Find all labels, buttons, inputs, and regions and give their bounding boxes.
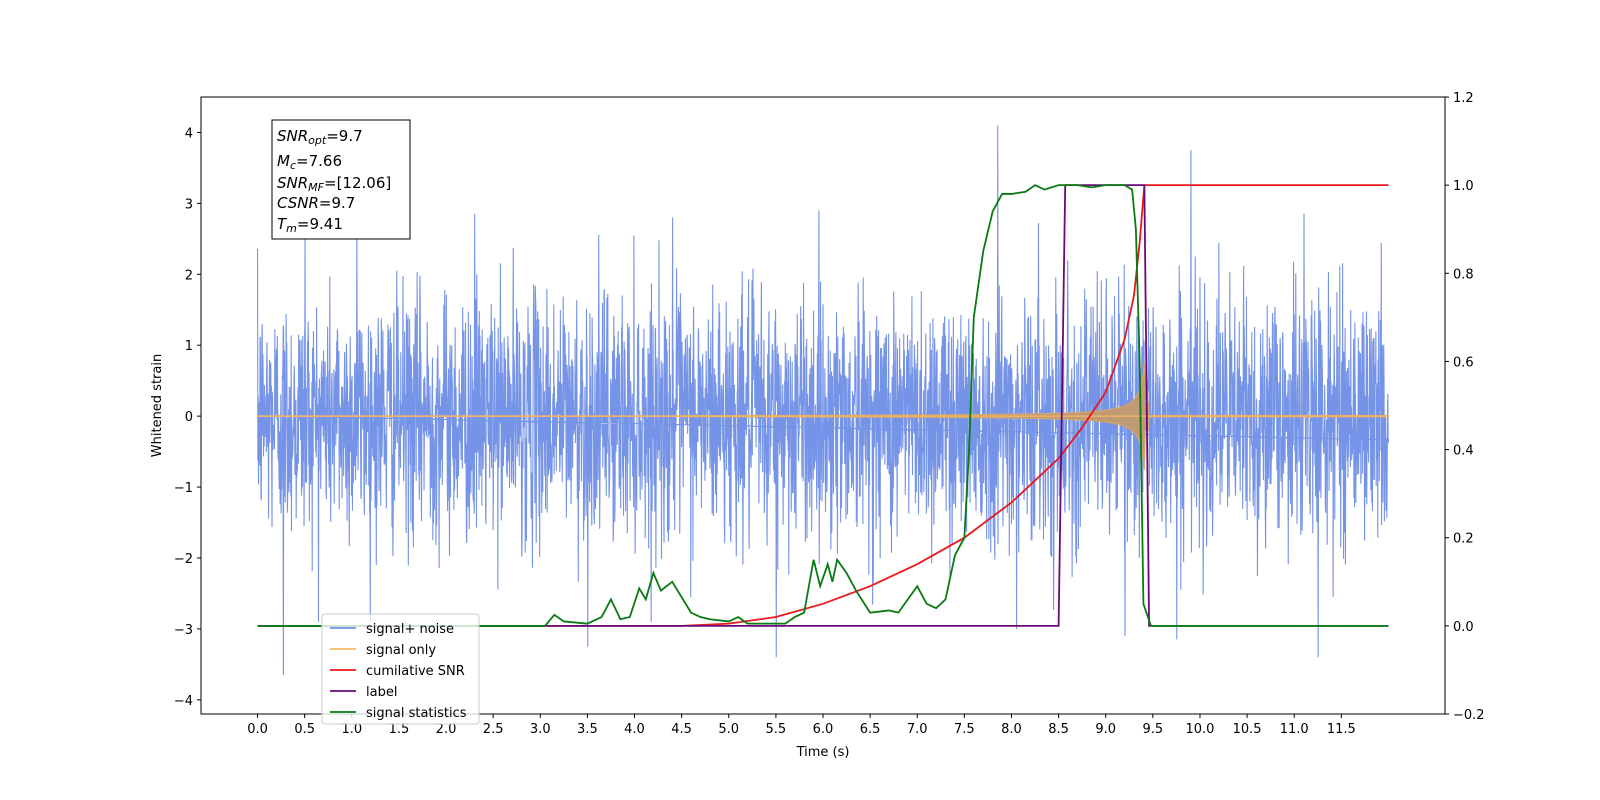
legend-item-signal-only: signal only xyxy=(330,643,436,658)
y-right-tick-label: 0.0 xyxy=(1453,620,1474,635)
y-right-tick-label: 0.2 xyxy=(1453,532,1474,547)
legend: signal+ noise signal only cumilative SNR la… xyxy=(321,613,480,725)
legend-item-cumulative-snr: cumilative SNR xyxy=(330,664,465,679)
x-tick-label: 8.0 xyxy=(1001,722,1022,737)
y-right-tick-label: 0.8 xyxy=(1453,267,1474,282)
y-left-tick-label: 3 xyxy=(185,197,193,212)
y-right-tick-label: 0.6 xyxy=(1453,355,1474,370)
x-tick-label: 5.0 xyxy=(718,722,739,737)
x-tick-label: 9.5 xyxy=(1143,722,1164,737)
x-tick-label: 5.5 xyxy=(766,722,787,737)
x-tick-label: 8.5 xyxy=(1048,722,1069,737)
legend-item-signal-statistics: signal statistics xyxy=(330,706,467,721)
x-tick-label: 4.5 xyxy=(671,722,692,737)
legend-label: signal+ noise xyxy=(366,622,454,637)
legend-item-signal-noise: signal+ noise xyxy=(330,622,454,637)
x-tick-label: 2.0 xyxy=(436,722,457,737)
y-left-tick-label: −1 xyxy=(174,481,193,496)
x-tick-label: 7.5 xyxy=(954,722,975,737)
info-mc: Mc=7.66 xyxy=(277,152,342,172)
info-tm: Tm=9.41 xyxy=(277,215,343,235)
series-cumulative-snr xyxy=(257,184,1389,627)
x-tick-label: 11.0 xyxy=(1280,722,1309,737)
x-tick-label: 0.5 xyxy=(294,722,315,737)
x-tick-label: 2.5 xyxy=(483,722,504,737)
y-right-tick-label: 0.4 xyxy=(1453,444,1474,459)
series-signal-statistics xyxy=(257,184,1389,627)
x-tick-label: 9.0 xyxy=(1095,722,1116,737)
y-left-tick-label: 2 xyxy=(185,268,193,283)
legend-label: signal statistics xyxy=(366,706,467,721)
y-left-tick-label: 1 xyxy=(185,339,193,354)
x-tick-label: 0.0 xyxy=(247,722,268,737)
y-left-tick-label: 0 xyxy=(185,410,193,425)
y-right-tick-label: 1.2 xyxy=(1453,91,1474,106)
legend-label: cumilative SNR xyxy=(366,664,465,679)
x-tick-label: 7.0 xyxy=(907,722,928,737)
x-tick-label: 3.5 xyxy=(577,722,598,737)
legend-item-label: label xyxy=(330,685,397,700)
info-box: SNRopt=9.7 Mc=7.66 SNRMF=[12.06] CSNR=9.… xyxy=(271,119,411,240)
legend-label: label xyxy=(366,685,397,700)
y-left-tick-label: −2 xyxy=(174,552,193,567)
x-axis-label: Time (s) xyxy=(796,745,850,760)
y-left-tick-label: 4 xyxy=(185,126,193,141)
info-snr-opt: SNRopt=9.7 xyxy=(277,127,363,147)
info-csnr: CSNR=9.7 xyxy=(277,194,355,212)
y-left-tick-label: −3 xyxy=(174,623,193,638)
x-tick-label: 6.0 xyxy=(813,722,834,737)
x-tick-label: 4.0 xyxy=(624,722,645,737)
x-tick-label: 3.0 xyxy=(530,722,551,737)
y-left-tick-label: −4 xyxy=(174,694,193,709)
x-tick-label: 11.5 xyxy=(1327,722,1356,737)
series-signal-noise xyxy=(257,125,1390,675)
x-tick-label: 1.5 xyxy=(389,722,410,737)
y-axis-label-left: Whitened strain xyxy=(150,354,165,457)
y-right-tick-label: 1.0 xyxy=(1453,179,1474,194)
x-tick-label: 10.0 xyxy=(1185,722,1214,737)
x-tick-label: 10.5 xyxy=(1233,722,1262,737)
x-tick-label: 6.5 xyxy=(860,722,881,737)
info-snr-mf: SNRMF=[12.06] xyxy=(277,174,391,194)
legend-label: signal only xyxy=(366,643,436,658)
x-tick-label: 1.0 xyxy=(341,722,362,737)
y-right-tick-label: −0.2 xyxy=(1453,708,1485,723)
